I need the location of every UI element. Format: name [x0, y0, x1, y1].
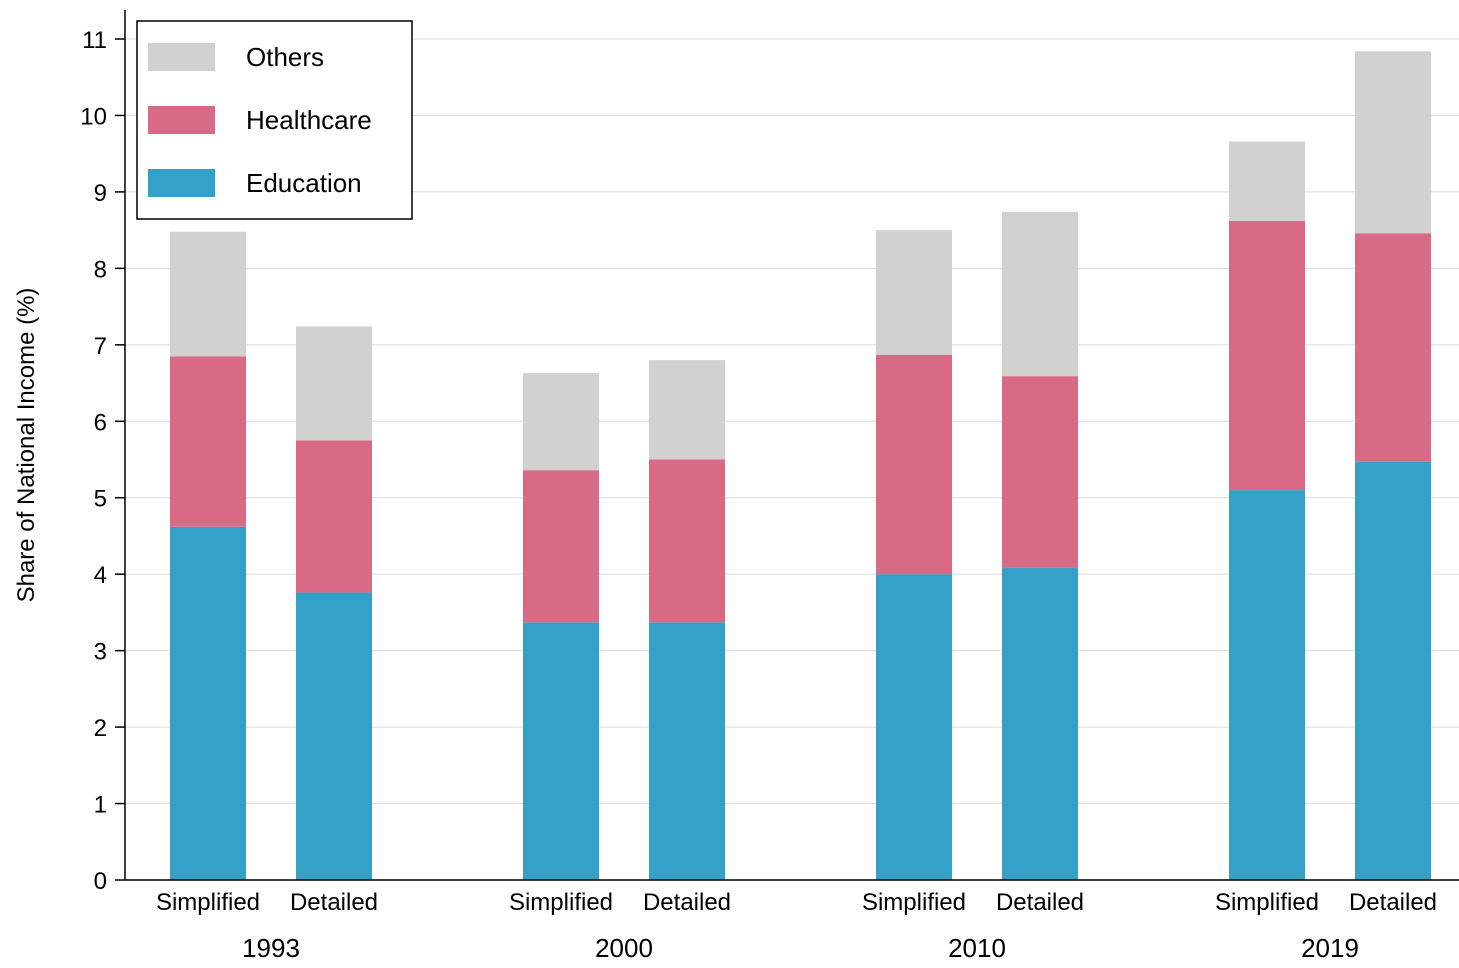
- legend-label-others: Others: [246, 42, 324, 72]
- legend-label-education: Education: [246, 168, 362, 198]
- y-tick-label-3: 3: [94, 639, 107, 666]
- bar-2000-simplified-others: [523, 373, 599, 471]
- y-tick-label-11: 11: [82, 27, 107, 54]
- y-tick-label-6: 6: [94, 409, 107, 436]
- x-tick-label-2000-detailed: Detailed: [643, 889, 731, 916]
- bar-2000-detailed-education: [649, 622, 725, 880]
- y-axis-title: Share of National Income (%): [13, 288, 40, 603]
- bar-1993-simplified-education: [170, 526, 246, 880]
- y-tick-label-4: 4: [94, 562, 107, 589]
- legend-swatch-education: [148, 169, 215, 197]
- bar-2000-simplified-education: [523, 622, 599, 880]
- group-label-1993: 1993: [242, 933, 300, 963]
- bar-2000-detailed-others: [649, 360, 725, 460]
- bar-2010-simplified-others: [876, 230, 952, 355]
- bar-2010-simplified-education: [876, 574, 952, 880]
- y-tick-label-5: 5: [94, 486, 107, 513]
- group-label-2010: 2010: [948, 933, 1006, 963]
- group-label-2000: 2000: [595, 933, 653, 963]
- bar-2000-simplified-healthcare: [523, 470, 599, 623]
- bar-2010-detailed-others: [1002, 211, 1078, 377]
- y-tick-label-7: 7: [94, 333, 107, 360]
- bar-2010-simplified-healthcare: [876, 354, 952, 575]
- bar-2019-detailed-healthcare: [1355, 233, 1431, 462]
- bar-2019-detailed-others: [1355, 51, 1431, 234]
- bar-2019-simplified-others: [1229, 141, 1305, 221]
- bars: [170, 51, 1431, 880]
- group-label-2019: 2019: [1301, 933, 1359, 963]
- x-tick-label-2019-detailed: Detailed: [1349, 889, 1437, 916]
- legend-label-healthcare: Healthcare: [246, 105, 372, 135]
- bar-1993-simplified-healthcare: [170, 356, 246, 527]
- y-tick-label-0: 0: [94, 868, 107, 895]
- y-tick-label-1: 1: [94, 792, 107, 819]
- y-tick-label-9: 9: [94, 180, 107, 207]
- axis-labels: Share of National Income (%) Simplified D…: [13, 288, 1437, 963]
- y-tick-label-10: 10: [80, 103, 107, 130]
- axes: 0 1 2 3 4 5 6 7 8 9 10 11: [80, 10, 1459, 895]
- legend: Others Healthcare Education: [136, 20, 413, 220]
- y-tick-label-2: 2: [94, 715, 107, 742]
- legend-swatch-healthcare: [148, 106, 215, 134]
- y-tick-label-8: 8: [94, 256, 107, 283]
- bar-2010-detailed-education: [1002, 567, 1078, 880]
- x-tick-label-2010-simplified: Simplified: [862, 889, 966, 916]
- bar-2019-simplified-education: [1229, 490, 1305, 880]
- x-tick-label-2010-detailed: Detailed: [996, 889, 1084, 916]
- x-tick-label-2000-simplified: Simplified: [509, 889, 613, 916]
- bar-1993-detailed-healthcare: [296, 440, 372, 593]
- x-tick-label-1993-detailed: Detailed: [290, 889, 378, 916]
- bar-2019-simplified-healthcare: [1229, 220, 1305, 491]
- x-tick-label-1993-simplified: Simplified: [156, 889, 260, 916]
- x-tick-label-2019-simplified: Simplified: [1215, 889, 1319, 916]
- bar-1993-detailed-others: [296, 326, 372, 441]
- legend-swatch-others: [148, 43, 215, 71]
- bar-2000-detailed-healthcare: [649, 459, 725, 623]
- bar-2010-detailed-healthcare: [1002, 376, 1078, 568]
- bar-1993-detailed-education: [296, 592, 372, 880]
- bar-1993-simplified-others: [170, 231, 246, 357]
- bar-2019-detailed-education: [1355, 461, 1431, 880]
